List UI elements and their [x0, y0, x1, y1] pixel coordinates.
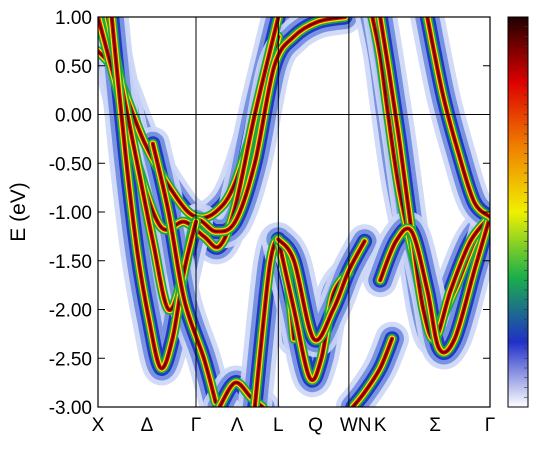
band-2-layer-6: [107, 17, 346, 311]
x-tick-label: Δ: [141, 415, 154, 436]
x-tick-label: Σ: [429, 415, 441, 436]
x-tick-label: N: [358, 415, 372, 436]
y-tick-label: -2.00: [49, 301, 92, 322]
y-tick-label: -3.00: [49, 398, 92, 419]
y-tick-label: 0.00: [55, 106, 92, 127]
x-tick-label: K: [374, 415, 387, 436]
y-tick-label: 0.50: [55, 57, 92, 78]
band-7-layer-6: [277, 238, 350, 381]
band-8-layer-6: [277, 238, 366, 342]
x-tick-label: L: [273, 415, 284, 436]
x-tick-label: Γ: [191, 415, 201, 436]
y-axis-ticks: 1.00 0.50 0.00 -0.50 -1.00 -1.50 -2.00 -2.50 -3.…: [49, 8, 490, 419]
band-11-layer-6: [379, 17, 490, 340]
y-tick-label: 1.00: [55, 8, 92, 29]
band-12-layer-6: [379, 216, 490, 354]
x-tick-label: X: [92, 415, 105, 436]
y-tick-label: -0.50: [49, 154, 92, 175]
x-tick-label: Γ: [485, 415, 495, 436]
y-axis-label: E (eV): [7, 182, 30, 242]
band-4-layer-6: [152, 142, 217, 403]
plot-area: [97, 16, 491, 408]
y-tick-label: -1.00: [49, 203, 92, 224]
colorbar-ticks: [524, 26, 528, 398]
x-tick-label: W: [340, 415, 358, 436]
x-tick-label: Λ: [231, 415, 244, 436]
y-tick-label: -1.50: [49, 252, 92, 273]
high-symmetry-lines: [195, 17, 350, 407]
band-9-layer-6: [352, 337, 393, 407]
x-tick-label: Q: [308, 415, 323, 436]
y-tick-label: -2.50: [49, 349, 92, 370]
band-cores: [98, 17, 490, 407]
colorbar: [507, 16, 529, 408]
band-13-layer-6: [426, 17, 490, 218]
